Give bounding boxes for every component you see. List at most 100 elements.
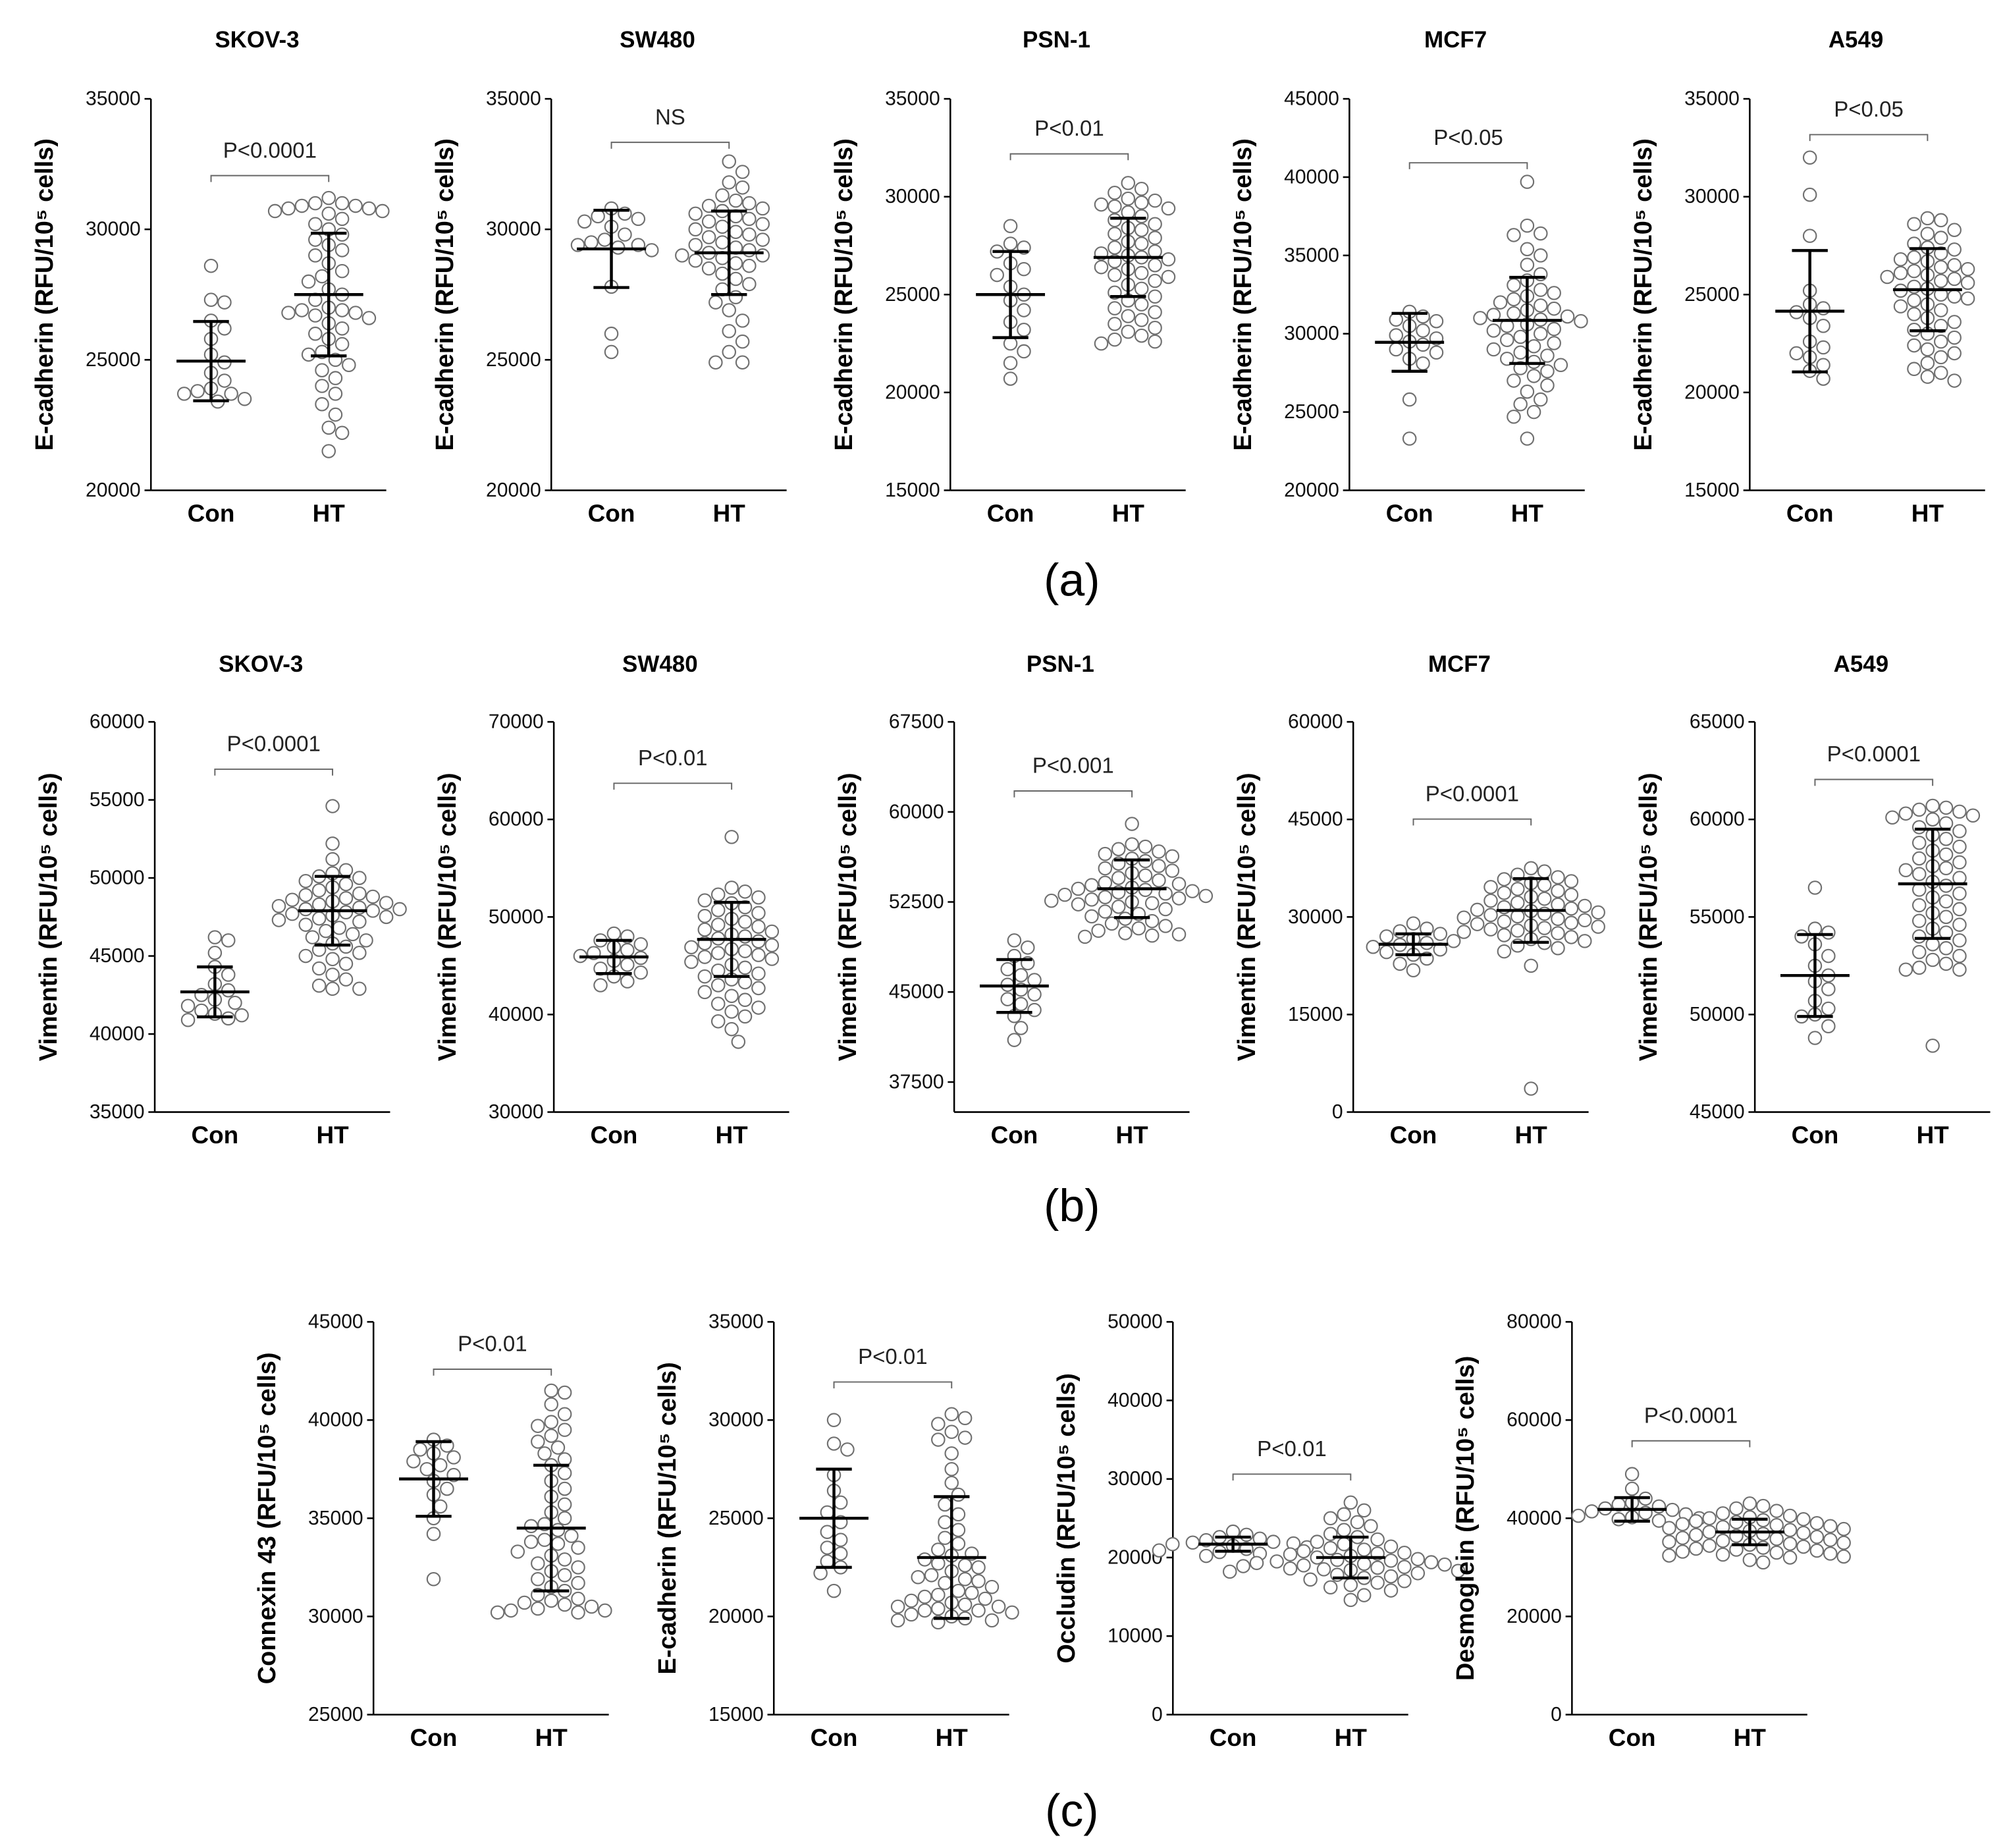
y-tick-label: 45000 <box>1284 88 1339 110</box>
y-tick-label: 50000 <box>1690 1004 1745 1025</box>
y-axis-label: E-cadherin (RFU/10⁵ cells) <box>31 138 59 450</box>
data-point <box>1148 289 1162 304</box>
data-point <box>1729 1515 1744 1530</box>
y-tick-label: 30000 <box>1284 323 1339 344</box>
data-point <box>1185 1535 1200 1550</box>
data-point <box>1125 817 1139 831</box>
chart-panel-14: 0 20000 40000 60000 80000 Desmoglein (RFU/10⁵… <box>1452 1311 1851 1751</box>
y-tick-label: 30000 <box>1288 906 1343 928</box>
data-point <box>938 1515 952 1530</box>
data-point <box>1934 350 1948 365</box>
data-point <box>1925 1039 1940 1053</box>
data-point <box>1911 898 1927 913</box>
data-point <box>1911 802 1927 817</box>
data-point <box>1021 940 1035 955</box>
significance-bracket <box>1631 1440 1751 1448</box>
data-point <box>352 946 367 960</box>
data-point <box>1960 261 1975 277</box>
data-point <box>951 1523 966 1537</box>
data-point <box>1742 1552 1757 1567</box>
data-point <box>1429 313 1444 329</box>
data-point <box>1938 861 1954 876</box>
data-point <box>544 1383 559 1398</box>
y-axis-label: E-cadherin (RFU/10⁵ cells) <box>1229 138 1257 450</box>
data-point <box>1898 962 1913 977</box>
data-point <box>1802 187 1817 202</box>
data-point <box>1675 1544 1690 1559</box>
data-point <box>523 1535 539 1549</box>
data-point <box>1960 291 1975 306</box>
data-point <box>1108 317 1122 331</box>
category-label: Con <box>188 500 235 527</box>
category-label: HT <box>1116 1122 1149 1149</box>
data-point <box>1437 1557 1452 1572</box>
data-point <box>1497 928 1512 942</box>
data-points-ht <box>1473 175 1588 446</box>
data-point <box>890 1613 905 1628</box>
data-point <box>1108 267 1122 283</box>
data-point <box>379 910 394 925</box>
data-point <box>1533 226 1548 241</box>
data-point <box>217 373 232 388</box>
data-point <box>1108 301 1122 315</box>
data-point <box>1934 334 1948 349</box>
data-point <box>735 165 750 179</box>
data-point <box>1473 311 1487 325</box>
data-point <box>1296 1558 1311 1573</box>
data-point <box>1947 223 1962 237</box>
data-point <box>957 1597 973 1612</box>
data-point <box>1370 1575 1385 1590</box>
data-point <box>1564 874 1579 888</box>
category-label: HT <box>1511 500 1544 527</box>
data-point <box>1350 1515 1365 1530</box>
category-label: HT <box>716 1122 749 1149</box>
data-point <box>557 1407 572 1422</box>
data-point <box>1161 252 1176 267</box>
y-tick-label: 15000 <box>885 479 940 501</box>
data-point <box>833 1546 848 1561</box>
data-point <box>1934 273 1948 288</box>
y-tick-label: 50000 <box>90 867 145 889</box>
data-point <box>742 196 757 211</box>
data-point <box>1547 321 1561 337</box>
data-point <box>1383 1583 1399 1598</box>
data-point <box>1158 902 1173 917</box>
data-point <box>1920 227 1935 241</box>
data-point <box>298 902 313 917</box>
data-points-ht <box>1044 817 1214 944</box>
data-point <box>1952 948 1967 964</box>
data-point <box>1689 1541 1703 1556</box>
y-tick-label: 40000 <box>1108 1390 1163 1411</box>
data-point <box>1796 1512 1811 1527</box>
chart-title: SW480 <box>620 27 695 53</box>
data-point <box>1938 910 1954 925</box>
data-point <box>1323 1540 1338 1556</box>
data-point <box>1144 896 1160 911</box>
y-tick-label: 60000 <box>1507 1409 1562 1431</box>
data-point <box>1755 1527 1771 1541</box>
data-point <box>1171 927 1187 942</box>
significance-bracket <box>1814 778 1934 786</box>
data-point <box>1098 890 1113 905</box>
data-point <box>1507 228 1521 242</box>
chart-panel-11: 25000 30000 35000 40000 45000 Connexin 43 (RF… <box>254 1311 612 1751</box>
data-point <box>1397 1546 1412 1560</box>
data-point <box>688 238 703 252</box>
data-point <box>426 1571 441 1587</box>
data-point <box>392 902 407 917</box>
data-point <box>1000 962 1015 977</box>
data-point <box>1624 1467 1640 1481</box>
data-point <box>1823 1546 1838 1561</box>
data-point <box>315 396 329 412</box>
data-point <box>361 311 377 325</box>
data-point <box>315 269 329 284</box>
data-point <box>571 1591 585 1606</box>
data-point <box>345 927 360 942</box>
data-point <box>1451 1563 1466 1579</box>
data-point <box>1356 1556 1372 1571</box>
data-point <box>904 1593 919 1608</box>
data-point <box>285 906 300 921</box>
data-point <box>710 887 726 902</box>
data-point <box>1370 1560 1385 1575</box>
data-point <box>1911 913 1927 929</box>
